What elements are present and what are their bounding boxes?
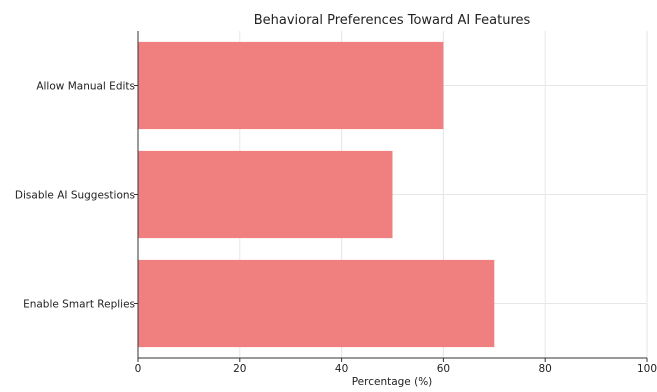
- x-axis-label: Percentage (%): [352, 376, 433, 388]
- y-category-label: Disable AI Suggestions: [15, 190, 135, 202]
- x-tick-label: 100: [637, 363, 657, 375]
- y-category-label: Enable Smart Replies: [23, 299, 135, 311]
- y-category-label: Allow Manual Edits: [36, 81, 135, 93]
- x-tick-label: 0: [135, 363, 142, 375]
- x-tick-label: 40: [335, 363, 348, 375]
- bars: [138, 41, 495, 348]
- bar-disable-ai-suggestions: [138, 150, 393, 239]
- x-tick-label: 20: [233, 363, 246, 375]
- labels: Behavioral Preferences Toward AI Feature…: [15, 13, 657, 388]
- x-tick-label: 80: [539, 363, 552, 375]
- axes: [134, 31, 648, 362]
- bar-allow-manual-edits: [138, 41, 444, 130]
- chart-title: Behavioral Preferences Toward AI Feature…: [254, 13, 531, 28]
- bar-enable-smart-replies: [138, 259, 495, 348]
- x-tick-label: 60: [437, 363, 450, 375]
